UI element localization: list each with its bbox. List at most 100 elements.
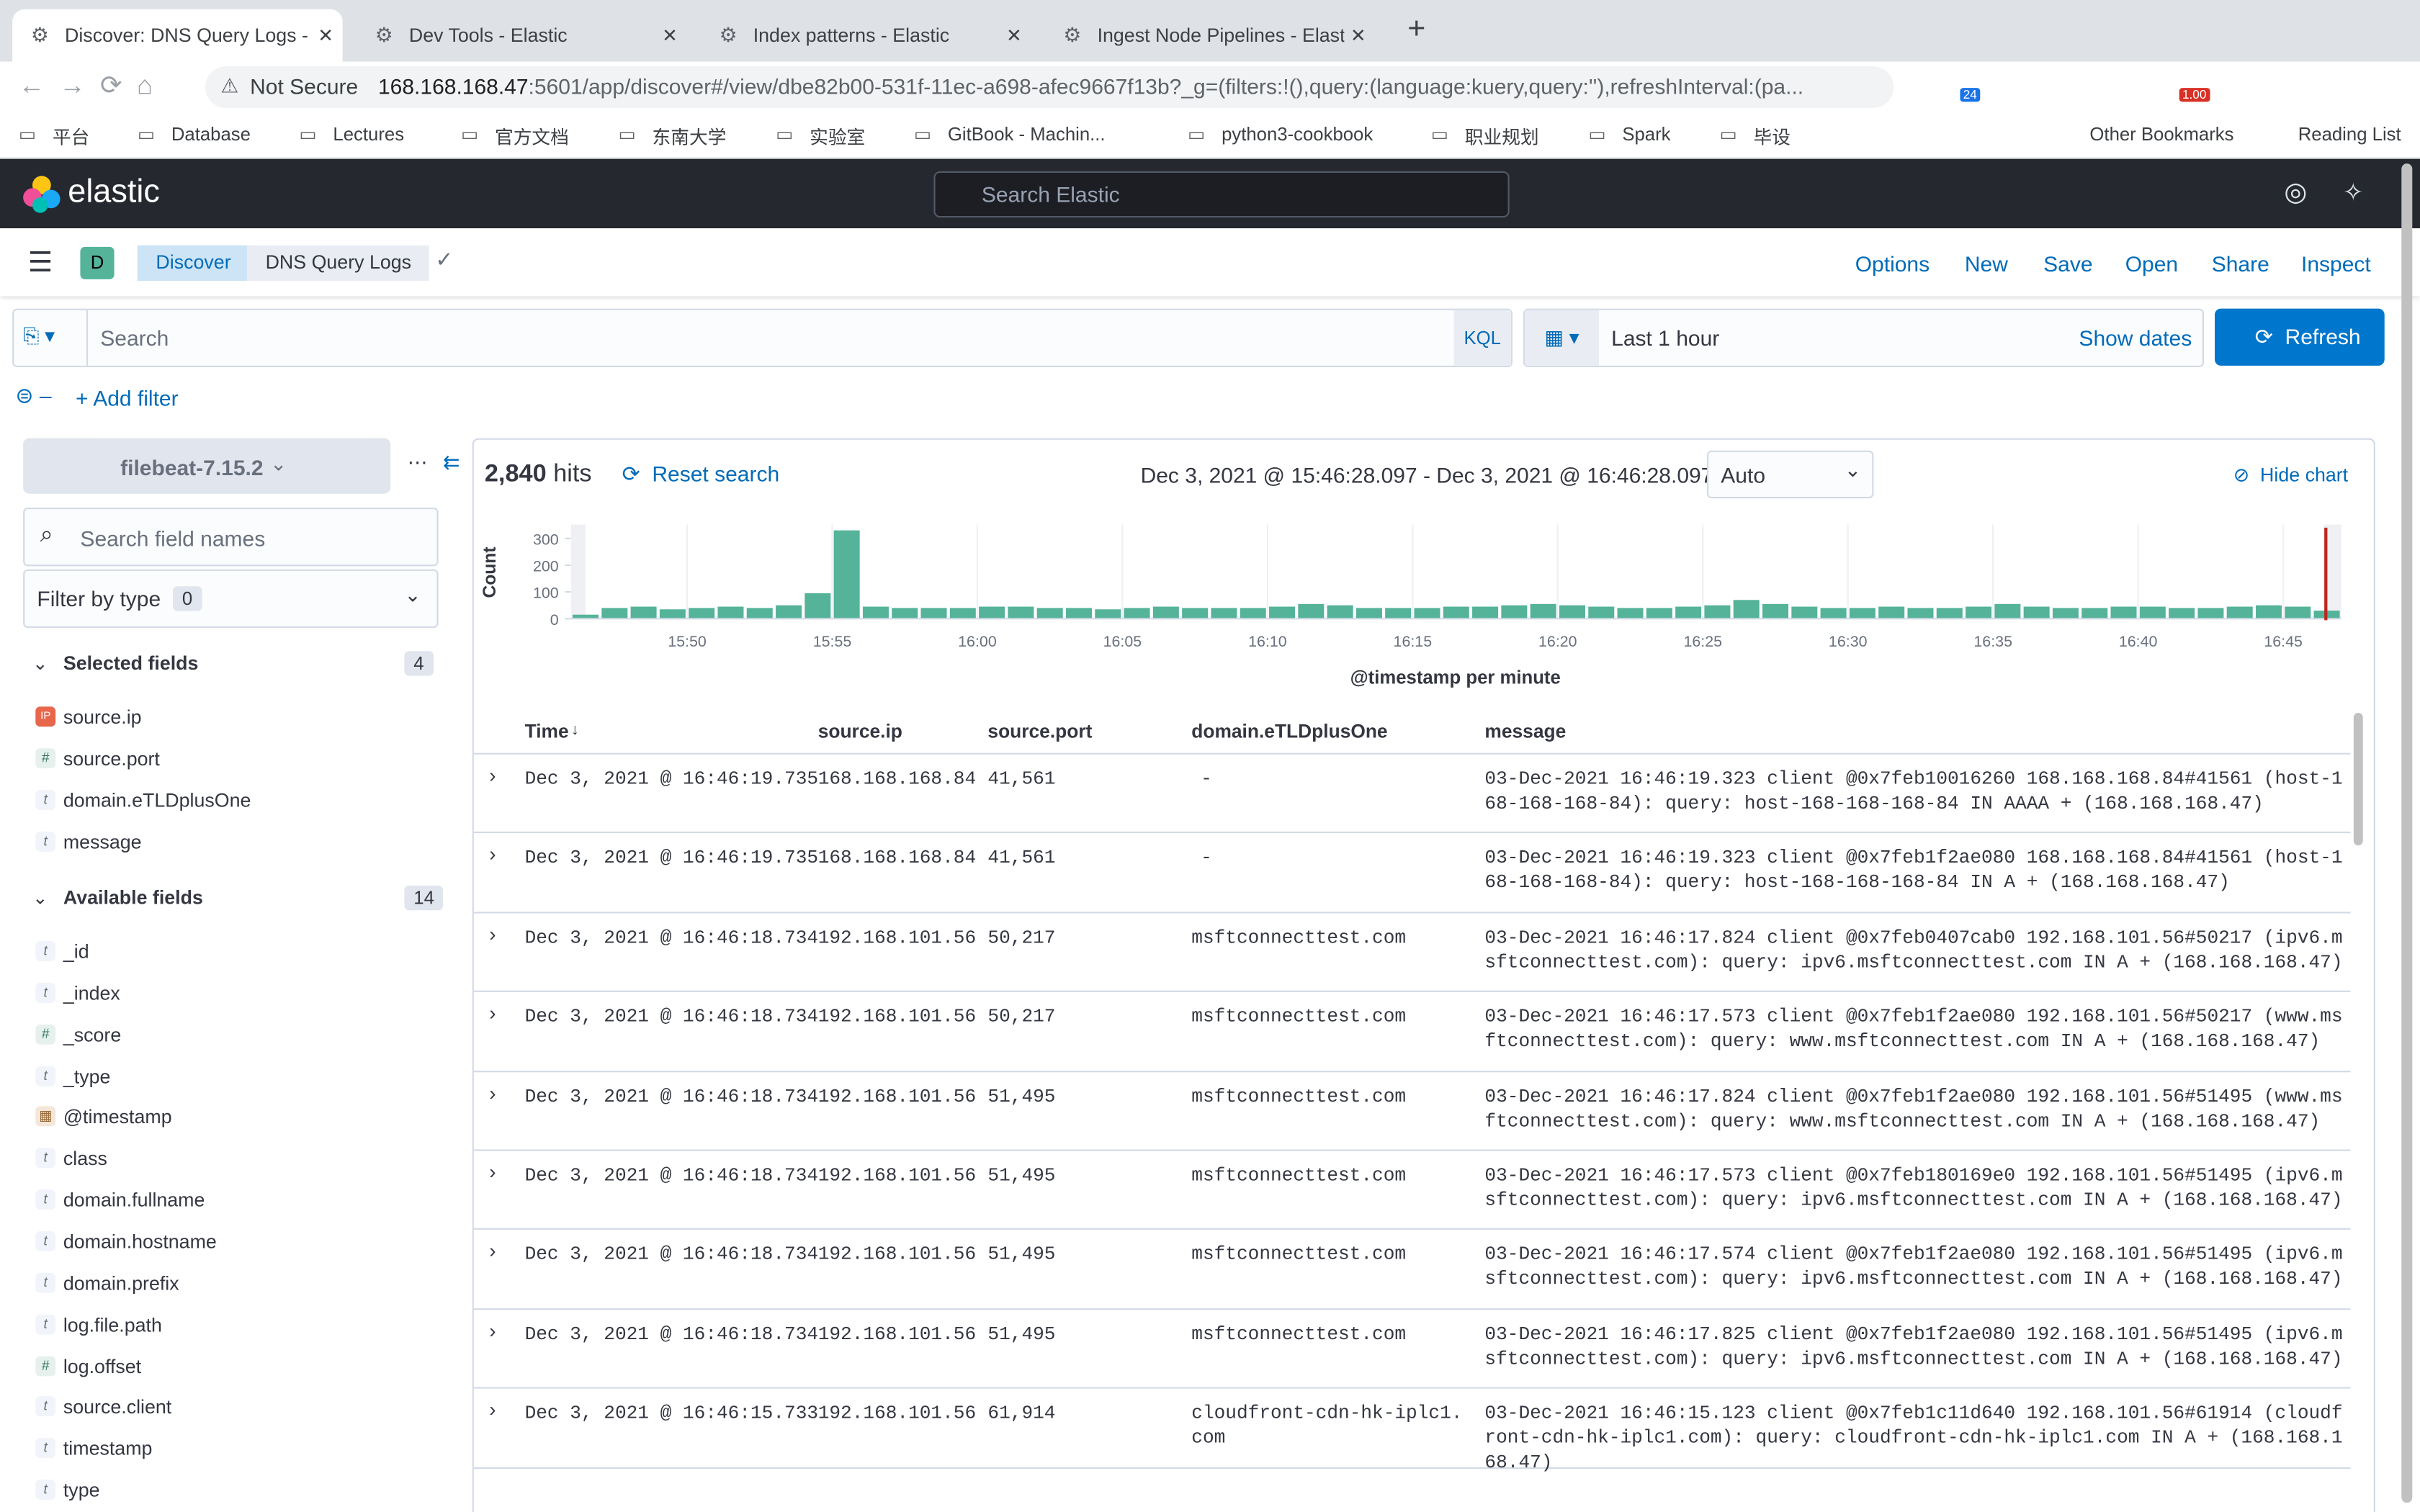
- filter-by-type[interactable]: Filter by type 0 ⌄: [23, 569, 439, 629]
- field-name[interactable]: class: [63, 1148, 107, 1170]
- bookmark[interactable]: ▭: [137, 123, 156, 145]
- field-name[interactable]: _id: [63, 941, 89, 963]
- news-icon[interactable]: ✧: [2342, 180, 2364, 207]
- bookmark[interactable]: ▭: [913, 123, 932, 145]
- bar[interactable]: [1211, 608, 1237, 619]
- nav-buttons[interactable]: ← → ⟳ ⌂: [18, 71, 153, 101]
- section-toggle[interactable]: ⌄: [32, 887, 48, 909]
- field-name[interactable]: log.file.path: [63, 1313, 162, 1336]
- column-header[interactable]: message: [1484, 720, 1567, 742]
- bar[interactable]: [949, 608, 976, 619]
- browser-tab[interactable]: ⚙ Dev Tools - Elastic ✕: [357, 9, 687, 62]
- bar[interactable]: [1907, 608, 1934, 619]
- bar[interactable]: [862, 606, 889, 619]
- bookmark-label[interactable]: 平台: [52, 126, 90, 148]
- tab-close[interactable]: ✕: [318, 24, 333, 47]
- space-avatar[interactable]: D: [80, 246, 115, 279]
- global-search[interactable]: Search Elastic: [933, 171, 1510, 218]
- bookmark-label[interactable]: Database: [171, 123, 251, 145]
- bar[interactable]: [2169, 608, 2195, 619]
- field-name[interactable]: domain.eTLDplusOne: [63, 790, 251, 812]
- saved-query-icon[interactable]: ⎘ ▾: [23, 324, 55, 348]
- bar[interactable]: [1559, 605, 1585, 619]
- row-expand[interactable]: ›: [489, 1318, 496, 1342]
- field-name[interactable]: log.offset: [63, 1355, 142, 1377]
- add-filter[interactable]: + Add filter: [76, 385, 179, 410]
- bar[interactable]: [1036, 608, 1063, 619]
- menu-item[interactable]: New: [1964, 251, 2008, 276]
- bookmark-label[interactable]: Reading List: [2298, 123, 2401, 145]
- row-expand[interactable]: ›: [489, 1160, 496, 1184]
- row-expand[interactable]: ›: [489, 763, 496, 787]
- bar[interactable]: [1878, 606, 1905, 619]
- menu-toggle[interactable]: ☰: [27, 246, 53, 278]
- column-header[interactable]: domain.eTLDplusOne: [1191, 720, 1388, 742]
- menu-item[interactable]: Open: [2125, 251, 2179, 276]
- tab-close[interactable]: ✕: [1006, 24, 1022, 47]
- browser-tab[interactable]: ⚙ Discover: DNS Query Logs - El ✕: [12, 9, 343, 62]
- bar[interactable]: [2226, 606, 2253, 619]
- field-name[interactable]: source.ip: [63, 706, 142, 729]
- bar[interactable]: [1704, 605, 1731, 619]
- bar[interactable]: [1182, 608, 1209, 619]
- column-header[interactable]: Time: [524, 720, 569, 742]
- bookmark[interactable]: ▭: [618, 123, 636, 145]
- field-name[interactable]: type: [63, 1480, 100, 1502]
- field-name[interactable]: _type: [63, 1065, 111, 1087]
- field-name[interactable]: @timestamp: [63, 1107, 172, 1129]
- field-name[interactable]: source.port: [63, 748, 160, 770]
- bar[interactable]: [1152, 606, 1179, 619]
- bar[interactable]: [1443, 606, 1469, 619]
- row-expand[interactable]: ›: [489, 842, 496, 866]
- bar[interactable]: [1849, 608, 1876, 619]
- bar[interactable]: [1733, 600, 1760, 619]
- bookmark[interactable]: ▭: [460, 123, 479, 145]
- bookmark[interactable]: ▭: [1430, 123, 1448, 145]
- bar[interactable]: [1617, 608, 1644, 619]
- bar[interactable]: [2139, 606, 2166, 619]
- bookmark[interactable]: ▭: [1719, 123, 1737, 145]
- bar[interactable]: [2197, 608, 2224, 619]
- bar[interactable]: [1240, 608, 1266, 619]
- bar[interactable]: [1501, 605, 1528, 619]
- bar[interactable]: [1327, 605, 1353, 619]
- bar[interactable]: [1936, 608, 1963, 619]
- menu-item[interactable]: Save: [2043, 251, 2093, 276]
- section-toggle[interactable]: ⌄: [32, 652, 48, 675]
- menu-item[interactable]: Inspect: [2301, 251, 2371, 276]
- field-name[interactable]: timestamp: [63, 1438, 153, 1460]
- reset-search[interactable]: ⟳ Reset search: [622, 461, 780, 486]
- bar[interactable]: [601, 608, 628, 619]
- bar[interactable]: [2023, 606, 2050, 619]
- bookmark-label[interactable]: Other Bookmarks: [2089, 123, 2234, 145]
- bar[interactable]: [1385, 608, 1412, 619]
- bar[interactable]: [1269, 606, 1296, 619]
- bar[interactable]: [2081, 608, 2108, 619]
- bookmark-label[interactable]: 职业规划: [1464, 126, 1539, 148]
- bookmark[interactable]: ▭: [1187, 123, 1206, 145]
- column-header[interactable]: source.port: [987, 720, 1093, 742]
- bar[interactable]: [1530, 603, 1556, 619]
- bar[interactable]: [805, 593, 831, 619]
- bookmark-label[interactable]: 毕设: [1753, 126, 1791, 148]
- bar[interactable]: [920, 608, 947, 619]
- quick-menu[interactable]: ▦ ▾: [1525, 310, 1599, 366]
- bar[interactable]: [1008, 606, 1034, 619]
- field-name[interactable]: message: [63, 832, 142, 853]
- omnibox[interactable]: ⚠ Not Secure 168.168.168.47:5601/app/dis…: [205, 66, 1894, 108]
- bar[interactable]: [1646, 608, 1672, 619]
- bar[interactable]: [979, 606, 1005, 619]
- bar[interactable]: [659, 609, 686, 619]
- bookmark-label[interactable]: Lectures: [333, 123, 405, 145]
- bar[interactable]: [1065, 608, 1092, 619]
- bar[interactable]: [1966, 606, 1992, 619]
- bookmark-label[interactable]: 实验室: [810, 126, 866, 148]
- field-name[interactable]: domain.hostname: [63, 1230, 217, 1253]
- kql-toggle[interactable]: KQL: [1453, 310, 1511, 366]
- tab-close[interactable]: ✕: [1350, 24, 1366, 47]
- bar[interactable]: [1095, 609, 1121, 619]
- time-picker[interactable]: ▦ ▾ Last 1 hour Show dates: [1523, 308, 2204, 367]
- bar[interactable]: [2110, 606, 2137, 619]
- menu-item[interactable]: Options: [1855, 251, 1930, 276]
- bar[interactable]: [689, 608, 715, 619]
